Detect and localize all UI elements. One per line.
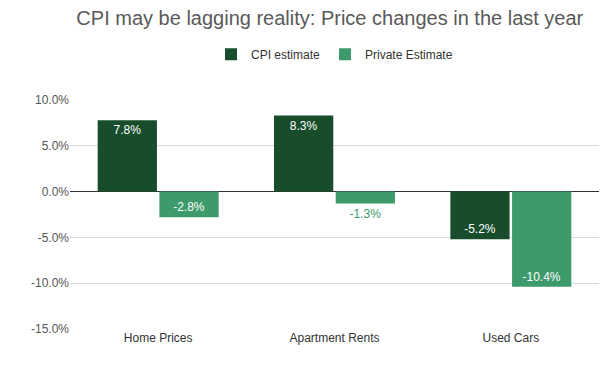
svg-text:-10.0%: -10.0% — [31, 276, 69, 290]
svg-text:Private Estimate: Private Estimate — [365, 48, 453, 62]
svg-text:CPI estimate: CPI estimate — [251, 48, 320, 62]
svg-text:-2.8%: -2.8% — [173, 200, 205, 214]
svg-text:8.3%: 8.3% — [290, 119, 318, 133]
svg-text:CPI may be lagging reality: Pr: CPI may be lagging reality: Price change… — [76, 7, 583, 29]
svg-text:-5.0%: -5.0% — [38, 231, 70, 245]
svg-text:-10.4%: -10.4% — [523, 270, 561, 284]
svg-text:Home Prices: Home Prices — [124, 331, 193, 345]
svg-text:Used Cars: Used Cars — [482, 331, 539, 345]
svg-text:0.0%: 0.0% — [42, 185, 70, 199]
svg-text:5.0%: 5.0% — [42, 139, 70, 153]
svg-text:10.0%: 10.0% — [35, 93, 69, 107]
svg-text:-15.0%: -15.0% — [31, 322, 69, 336]
svg-text:7.8%: 7.8% — [113, 123, 141, 137]
svg-text:-1.3%: -1.3% — [350, 207, 382, 221]
svg-text:Apartment Rents: Apartment Rents — [289, 331, 379, 345]
svg-text:-5.2%: -5.2% — [464, 222, 496, 236]
